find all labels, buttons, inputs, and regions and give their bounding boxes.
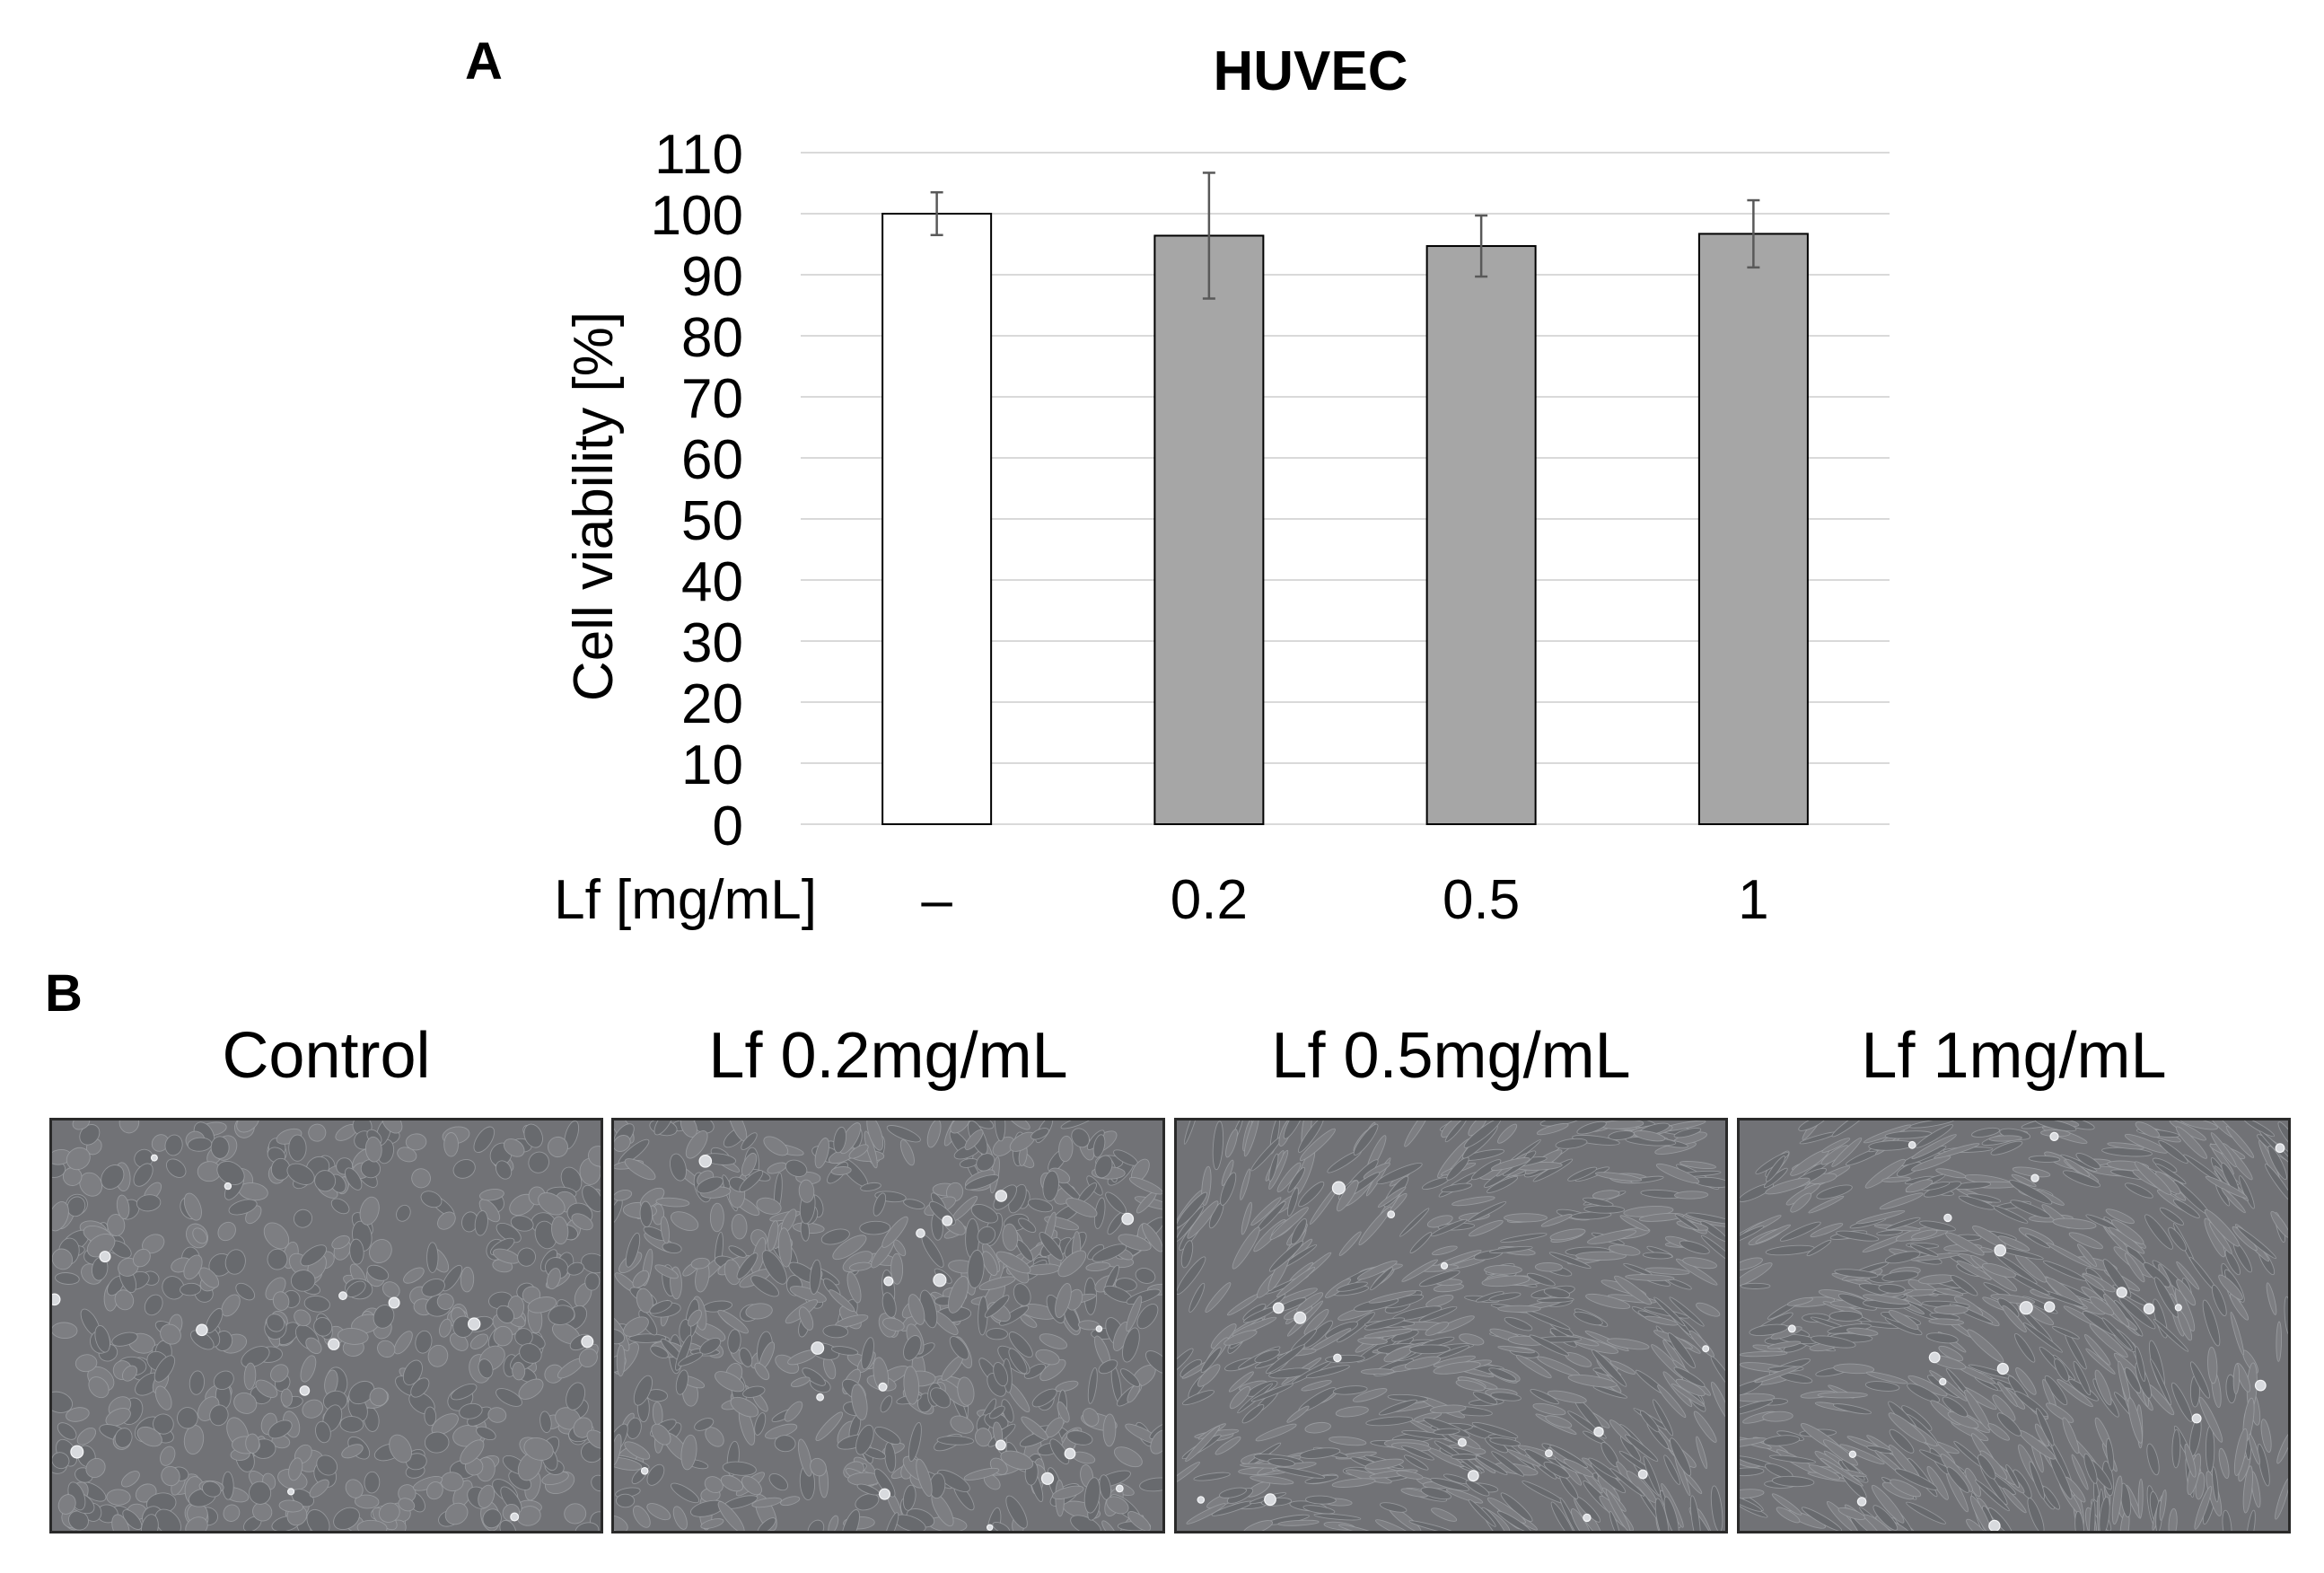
- x-tick-label: 0.2: [1171, 869, 1248, 931]
- bar: [1697, 233, 1809, 825]
- y-tick-label: 50: [681, 490, 743, 552]
- y-tick-label: 30: [681, 612, 743, 674]
- x-tick-label: 0.5: [1443, 869, 1520, 931]
- micrograph-control: [49, 1118, 603, 1533]
- panel-b-label: B: [45, 964, 83, 1023]
- y-tick-label: 80: [681, 307, 743, 369]
- x-tick-label: 1: [1738, 869, 1768, 931]
- y-tick-label: 10: [681, 734, 743, 796]
- micrograph-lf-0-5: [1174, 1118, 1728, 1533]
- y-tick-label: 100: [651, 185, 743, 247]
- bar: [1153, 234, 1265, 826]
- micrograph-lf-0-2: [611, 1118, 1165, 1533]
- bar: [1425, 245, 1537, 826]
- image-title-control: Control: [222, 1020, 431, 1092]
- bar: [881, 213, 993, 825]
- x-axis-label: Lf [mg/mL]: [554, 869, 817, 931]
- y-tick-label: 90: [681, 246, 743, 308]
- y-tick-label: 110: [654, 124, 743, 186]
- chart-title: HUVEC: [1213, 40, 1408, 102]
- image-title-lf-0-5: Lf 0.5mg/mL: [1271, 1020, 1631, 1092]
- y-tick-label: 60: [681, 429, 743, 491]
- micrograph-lf-1: [1737, 1118, 2291, 1533]
- image-title-lf-1: Lf 1mg/mL: [1861, 1020, 2167, 1092]
- panel-a-label: A: [465, 32, 503, 91]
- y-tick-label: 20: [681, 673, 743, 735]
- y-tick-label: 0: [713, 795, 743, 857]
- x-tick-label: –: [921, 869, 952, 931]
- y-axis-label: Cell viability [%]: [563, 312, 625, 701]
- image-title-lf-0-2: Lf 0.2mg/mL: [708, 1020, 1068, 1092]
- y-tick-label: 70: [681, 368, 743, 430]
- y-tick-label: 40: [681, 551, 743, 613]
